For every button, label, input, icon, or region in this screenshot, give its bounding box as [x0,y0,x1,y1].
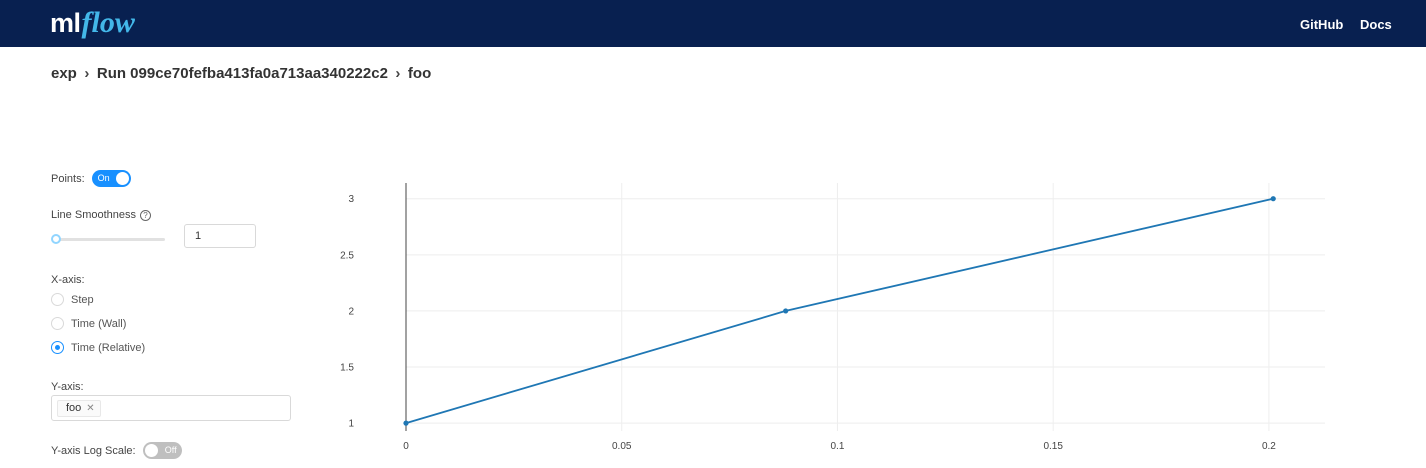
chevron-right-icon: › [395,65,401,82]
logo-flow-text: flow [81,6,135,39]
xaxis-radio-time-relative[interactable]: Time (Relative) [51,341,145,354]
points-row: Points: On [51,170,131,187]
breadcrumb-experiment-link[interactable]: exp [51,65,77,82]
radio-label: Time (Relative) [71,341,146,354]
breadcrumb-metric-name: foo [407,65,432,82]
breadcrumb: exp › Run 099ce70fefba413fa0a713aa340222… [51,65,431,82]
toggle-knob [144,444,158,457]
yaxis-label: Y-axis: [51,381,84,393]
logo-ml-text: ml [50,8,81,38]
close-icon[interactable]: ✕ [86,403,95,414]
x-tick-label: 0.1 [831,441,845,452]
points-toggle[interactable]: On [91,170,131,187]
toggle-knob [115,172,129,185]
data-point [1270,196,1276,202]
slider-handle[interactable] [51,234,61,244]
radio-button[interactable] [51,317,64,330]
radio-label: Time (Wall) [71,317,127,330]
smoothness-label: Line Smoothness [51,209,136,221]
smoothness-input[interactable]: 1 [184,224,256,248]
y-tick-label: 1.5 [340,363,354,374]
log-scale-row: Y-axis Log Scale: Off [51,442,182,459]
metric-line-chart[interactable]: 0 0.05 0.1 0.15 0.2 1 1.5 2 2.5 3 [330,170,1340,460]
slider-rail [55,238,165,241]
top-navbar: ml flow GitHub Docs [0,0,1426,47]
radio-label: Step [71,293,94,306]
chevron-right-icon: › [84,65,90,82]
metric-tag-label: foo [66,402,82,414]
x-tick-label: 0.05 [612,441,632,452]
y-tick-label: 2.5 [340,250,354,261]
points-label: Points: [51,172,85,185]
radio-button[interactable] [51,293,64,306]
metric-tag: foo ✕ [57,400,101,417]
log-scale-toggle[interactable]: Off [142,442,182,459]
xaxis-label: X-axis: [51,274,85,286]
y-tick-label: 3 [348,194,354,205]
points-toggle-text: On [97,173,110,183]
data-point [403,420,409,426]
x-tick-label: 0.15 [1043,441,1063,452]
smoothness-row: Line Smoothness ? [51,209,151,221]
mlflow-logo[interactable]: ml flow [50,5,135,41]
data-point [783,308,789,314]
breadcrumb-run-link[interactable]: Run 099ce70fefba413fa0a713aa340222c2 [96,65,388,82]
docs-link[interactable]: Docs [1360,17,1392,32]
log-scale-toggle-text: Off [164,445,177,455]
question-circle-icon[interactable]: ? [140,209,151,221]
y-tick-label: 1 [348,419,354,430]
github-link[interactable]: GitHub [1300,17,1344,32]
x-tick-label: 0 [403,441,409,452]
y-tick-label: 2 [348,306,354,317]
xaxis-radio-time-wall[interactable]: Time (Wall) [51,317,126,330]
yaxis-metric-select[interactable]: foo ✕ [51,395,291,421]
log-scale-label: Y-axis Log Scale: [51,444,136,457]
x-tick-label: 0.2 [1262,441,1276,452]
xaxis-radio-step[interactable]: Step [51,293,94,306]
radio-button-selected[interactable] [51,341,64,354]
smoothness-slider[interactable] [51,233,167,245]
